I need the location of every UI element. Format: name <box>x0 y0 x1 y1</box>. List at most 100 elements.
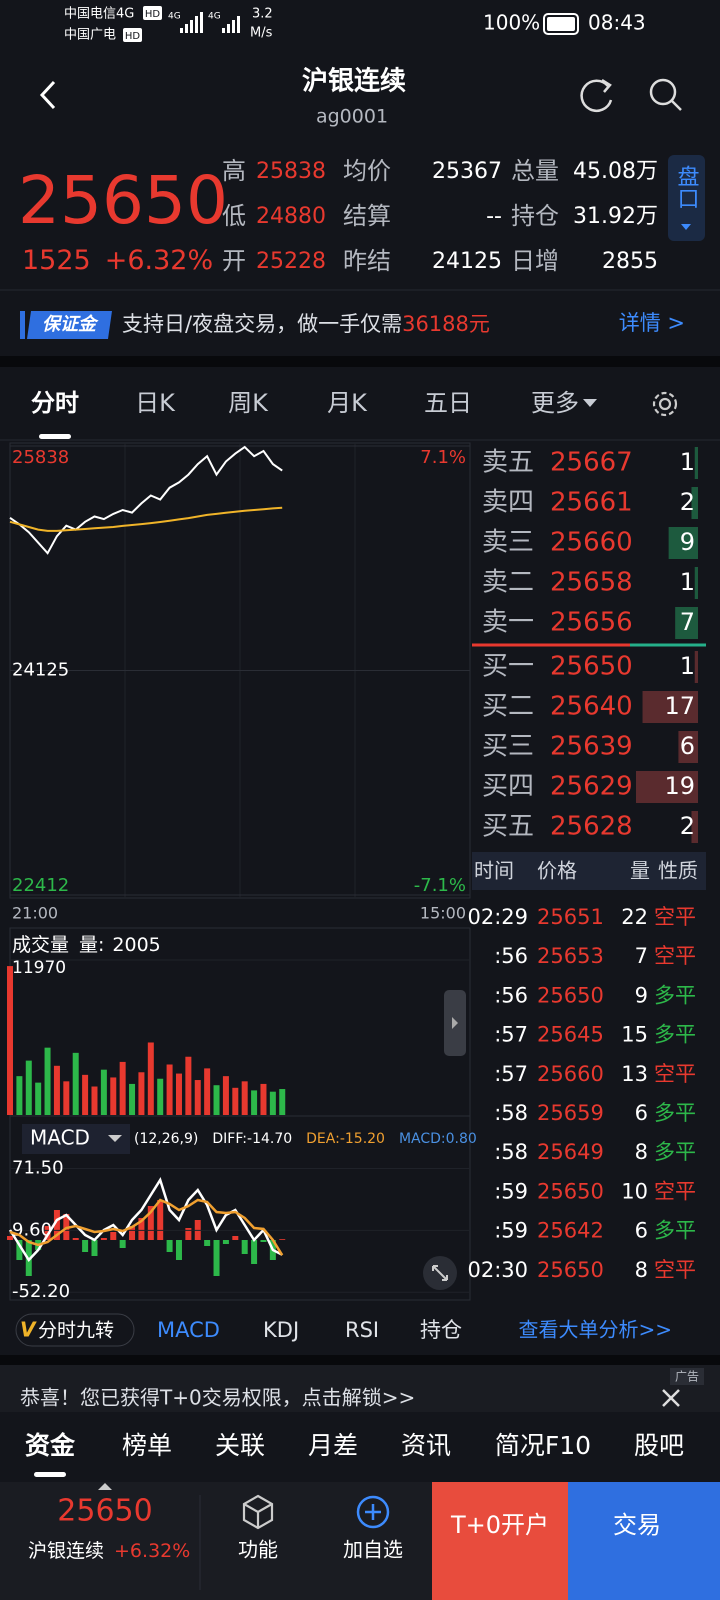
big-order-link[interactable]: 查看大单分析>> <box>518 1318 672 1342</box>
level-volume: 2 <box>680 812 695 840</box>
volume-bar <box>7 966 13 1115</box>
price-line <box>9 445 283 555</box>
volume-bar <box>232 1087 239 1115</box>
stat-label: 总量 <box>511 157 559 185</box>
macd-bar <box>157 1200 164 1240</box>
trades-header-cell: 时间 <box>474 859 514 883</box>
macd-bar <box>147 1206 154 1240</box>
change: 1525 +6.32% <box>22 245 213 276</box>
level-label: 买二 <box>482 692 534 722</box>
trade-type: 空平 <box>654 905 696 929</box>
level-price: 25667 <box>550 448 633 478</box>
tab[interactable]: 月K <box>327 389 368 417</box>
trade-time: :58 <box>494 1101 528 1125</box>
level-volume: 9 <box>680 528 695 556</box>
level-price: 25661 <box>550 488 633 518</box>
depth-bar <box>691 811 698 843</box>
trade-time: :59 <box>494 1219 528 1243</box>
depth-bar <box>668 527 698 559</box>
stat-label: 均价 <box>343 157 391 185</box>
stat-value: 2855 <box>602 249 658 274</box>
ad-text[interactable]: 恭喜！您已获得T+0交易权限，点击解锁>> <box>20 1386 415 1410</box>
stat-value: 25228 <box>256 249 326 274</box>
bottom-tab[interactable]: 股吧 <box>634 1431 684 1460</box>
bottom-tab[interactable]: 榜单 <box>122 1431 172 1460</box>
bottom-tab[interactable]: 月差 <box>308 1431 358 1460</box>
trade-time: :58 <box>494 1140 528 1164</box>
trade-button[interactable]: 交易 <box>613 1511 661 1539</box>
macd-bar <box>72 1238 79 1240</box>
special-button[interactable] <box>15 1313 135 1347</box>
bottom-tab[interactable]: 关联 <box>215 1431 265 1460</box>
volume-bar <box>175 1073 182 1115</box>
footer-price: 25650 <box>57 1494 152 1529</box>
volume-bar <box>63 1081 70 1115</box>
volume-bar <box>82 1074 89 1115</box>
trade-price: 25653 <box>537 944 604 968</box>
refresh-button[interactable] <box>580 78 613 113</box>
macd-bar <box>91 1240 98 1256</box>
trade-time: 02:30 <box>467 1258 528 1282</box>
volume-bar <box>166 1064 173 1115</box>
macd-bar <box>213 1240 220 1276</box>
function-button[interactable]: 功能 <box>238 1538 278 1562</box>
trade-time: :57 <box>494 1023 528 1047</box>
settings-button[interactable] <box>652 391 678 417</box>
ad-close[interactable] <box>662 1389 680 1407</box>
banner-accent <box>20 311 25 339</box>
indicator-tab[interactable]: RSI <box>345 1318 379 1342</box>
carrier: 中国广电 <box>64 28 116 43</box>
volume-bar <box>91 1086 98 1115</box>
trade-volume: 7 <box>635 944 648 968</box>
volume-bar <box>147 1042 154 1115</box>
tab-indicator <box>39 434 71 439</box>
panel-button[interactable] <box>668 155 705 241</box>
trade-price: 25645 <box>537 1023 604 1047</box>
trade-volume: 8 <box>635 1140 648 1164</box>
y-tick-label: 25838 <box>12 447 69 468</box>
tab[interactable]: 日K <box>135 389 176 417</box>
bottom-tab[interactable]: 资讯 <box>401 1431 451 1460</box>
watchlist-button[interactable]: 加自选 <box>343 1538 403 1562</box>
indicator-tab[interactable]: KDJ <box>263 1318 299 1342</box>
macd-readout: MACD:0.80 <box>399 1131 477 1147</box>
panel-arrow <box>681 224 691 230</box>
macd-bar <box>241 1240 248 1254</box>
volume-bar <box>213 1085 220 1115</box>
tab[interactable]: 五日 <box>424 389 472 417</box>
ad-tag: 广告 <box>675 1370 699 1384</box>
trade-price: 25659 <box>537 1101 604 1125</box>
signal-icon <box>180 12 240 33</box>
depth-bar <box>636 771 698 803</box>
indicator-name: MACD <box>30 1126 90 1150</box>
back-button[interactable] <box>39 80 56 110</box>
tab[interactable]: 周K <box>228 389 269 417</box>
tab[interactable]: 分时 <box>31 389 79 417</box>
banner-link[interactable]: 详情 > <box>619 311 685 335</box>
stat-label: 日增 <box>511 247 559 275</box>
volume-name: 成交量 <box>12 934 69 956</box>
bottom-tab[interactable]: 资金 <box>25 1431 76 1460</box>
volume-bar <box>269 1091 276 1115</box>
open-account-button[interactable]: T+0开户 <box>450 1511 549 1539</box>
level-volume: 19 <box>664 772 695 800</box>
macd-bar <box>82 1240 89 1252</box>
indicator-tab[interactable]: MACD <box>157 1318 220 1342</box>
open-account-bg <box>432 1482 568 1600</box>
stat-value: 24880 <box>256 204 326 229</box>
trade-price: 25651 <box>537 905 604 929</box>
footer-pct: +6.32% <box>114 1540 190 1562</box>
trades-header-cell: 量 <box>630 859 650 883</box>
special-icon: V <box>20 1318 37 1342</box>
depth-bar <box>642 691 698 723</box>
level-price: 25650 <box>550 652 633 682</box>
tab[interactable]: 更多 <box>531 389 579 417</box>
bottom-tab[interactable]: 简况F10 <box>495 1431 591 1460</box>
battery-pct: 100% <box>483 11 540 35</box>
depth-bar <box>675 607 698 639</box>
search-button[interactable] <box>649 78 682 111</box>
x-label: 21:00 <box>12 904 58 923</box>
indicator-tab[interactable]: 持仓 <box>420 1318 462 1342</box>
